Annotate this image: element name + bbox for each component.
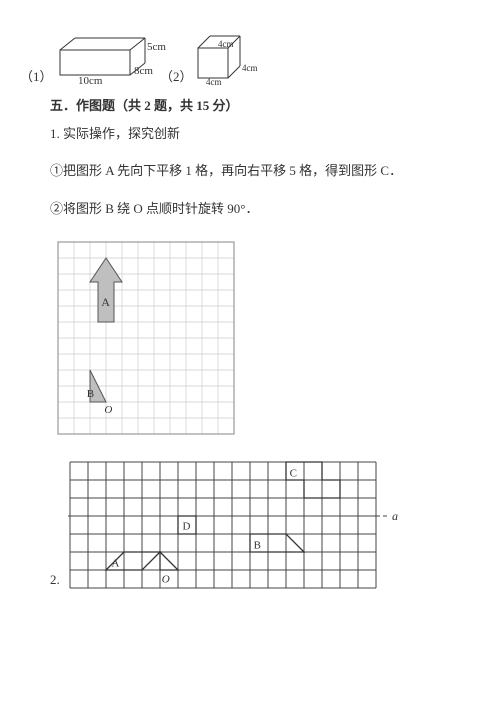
svg-text:C: C <box>289 468 296 480</box>
svg-text:a: a <box>392 509 398 523</box>
cuboid-w: 10cm <box>78 75 103 85</box>
section-title: 五．作图题（共 2 题，共 15 分） <box>50 95 450 114</box>
svg-text:D: D <box>182 521 190 533</box>
q1-intro: 1. 实际操作，探究创新 <box>50 122 450 145</box>
cuboid-prefix: （1） <box>20 66 53 85</box>
svg-text:O: O <box>104 404 112 416</box>
svg-text:B: B <box>87 388 94 400</box>
q2-number: 2. <box>50 572 60 588</box>
cube-figure: （2） 4cm 4cm 4cm <box>190 30 270 85</box>
solids-row: （1） 5cm 8cm 10cm （2） <box>50 30 450 85</box>
cuboid-svg: 5cm 8cm 10cm <box>50 30 170 85</box>
cube-prefix: （2） <box>160 66 193 85</box>
grid1: A BO <box>50 234 242 442</box>
page: （1） 5cm 8cm 10cm （2） <box>0 0 500 707</box>
q1-part1: ①把图形 A 先向下平移 1 格，再向右平移 5 格，得到图形 C． <box>50 159 450 182</box>
svg-text:O: O <box>162 574 170 586</box>
cube-b: 4cm <box>242 63 258 73</box>
q2-row: 2. a A D O B C <box>50 456 450 594</box>
cube-a: 4cm <box>218 39 234 49</box>
cuboid-figure: （1） 5cm 8cm 10cm <box>50 30 170 85</box>
cuboid-d: 8cm <box>134 65 153 77</box>
svg-text:A: A <box>101 295 110 309</box>
svg-text:B: B <box>253 540 260 552</box>
cuboid-h: 5cm <box>147 41 166 53</box>
cube-svg: 4cm 4cm 4cm <box>190 30 270 85</box>
cube-c: 4cm <box>206 77 222 85</box>
q1-part2: ②将图形 B 绕 O 点顺时针旋转 90°． <box>50 197 450 220</box>
svg-text:A: A <box>111 558 119 570</box>
grid2: a A D O B C <box>64 456 400 594</box>
